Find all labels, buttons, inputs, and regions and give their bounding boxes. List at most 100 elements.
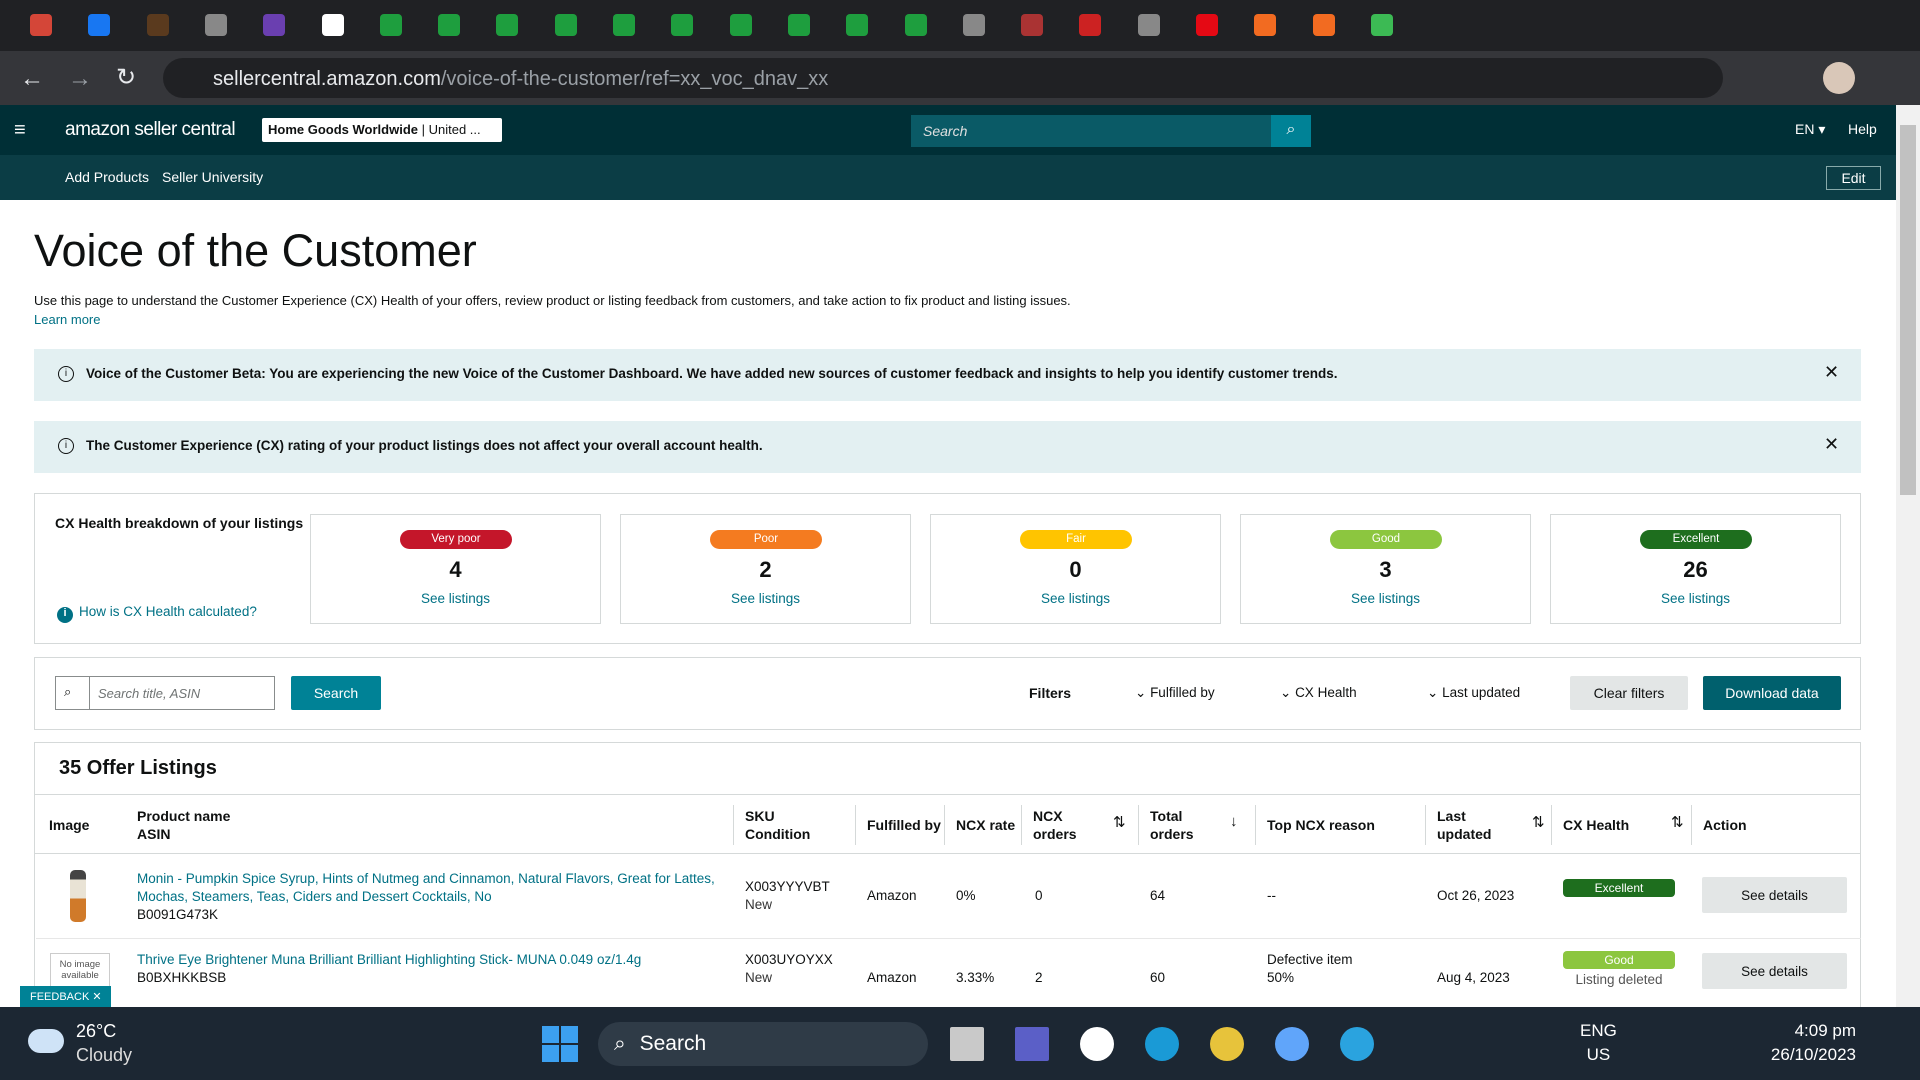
tab[interactable] — [438, 14, 461, 36]
sort-icon[interactable]: ↓ — [1230, 813, 1238, 830]
language-indicator[interactable]: ENG US — [1580, 1021, 1617, 1065]
nav-link[interactable]: Add Products — [65, 169, 150, 185]
clock[interactable]: 4:09 pm 26/10/2023 — [1760, 1021, 1856, 1065]
banner-text: The Customer Experience (CX) rating of y… — [86, 438, 763, 453]
tab[interactable] — [146, 14, 169, 36]
cx-help-link[interactable]: i How is CX Health calculated? — [57, 604, 257, 623]
edit-button[interactable]: Edit — [1826, 166, 1881, 190]
tab[interactable] — [613, 14, 635, 36]
tab[interactable] — [554, 14, 577, 36]
url-path: /voice-of-the-customer/ref=xx_voc_dnav_x… — [440, 68, 829, 90]
see-listings[interactable]: See listings — [1350, 591, 1421, 606]
tab[interactable] — [1079, 14, 1102, 36]
sort-icon[interactable]: ⇅ — [1113, 814, 1126, 831]
column-divider — [1425, 805, 1426, 845]
column-header: orders — [1033, 826, 1077, 842]
menu[interactable]: ≡ — [14, 119, 26, 141]
taskbar-app[interactable] — [1080, 1027, 1114, 1061]
clear-filters[interactable]: Clear filters — [1570, 676, 1688, 710]
tab[interactable] — [379, 14, 402, 36]
filter-dropdown[interactable]: ⌄ CX Health — [1280, 685, 1357, 700]
tab[interactable] — [671, 14, 694, 36]
column-divider — [1138, 805, 1139, 845]
dismiss[interactable]: ✕ — [1824, 434, 1840, 454]
table-row: No image available Thrive Eye Brightener … — [36, 939, 1861, 1024]
cx-help-text: How is CX Health calculated? — [79, 604, 257, 619]
product-name[interactable]: Thrive Eye Brightener Muna Brilliant Bri… — [137, 952, 642, 967]
tab[interactable] — [846, 14, 869, 36]
omnibox[interactable]: sellercentral.amazon.com/voice-of-the-cu… — [163, 58, 1723, 98]
tab[interactable] — [204, 14, 227, 36]
ncx-reason: -- — [1267, 888, 1276, 903]
tab[interactable] — [1254, 14, 1277, 36]
health-card: Very poor 4 See listings — [310, 514, 601, 624]
tab[interactable] — [787, 14, 810, 36]
tab[interactable] — [962, 14, 985, 36]
info-icon: i — [58, 366, 74, 382]
tab[interactable] — [88, 14, 111, 36]
product-image — [70, 870, 86, 922]
asin: B0091G473K — [137, 907, 219, 922]
column-header: Fulfilled by — [867, 817, 941, 833]
taskbar-app[interactable] — [950, 1027, 984, 1061]
taskbar-search[interactable]: ⌕ Search — [598, 1022, 928, 1066]
start[interactable] — [542, 1026, 578, 1062]
scrollbar[interactable] — [1896, 105, 1920, 1007]
tab[interactable] — [496, 14, 519, 36]
taskbar-app[interactable] — [1015, 1027, 1049, 1061]
tab[interactable] — [1021, 14, 1044, 36]
tab[interactable] — [1196, 14, 1218, 36]
tab[interactable] — [1312, 14, 1335, 36]
profile[interactable] — [1823, 62, 1855, 94]
taskbar-app[interactable] — [1210, 1027, 1244, 1061]
tab[interactable] — [1137, 14, 1160, 36]
search-button[interactable]: ⌕ — [1271, 115, 1311, 147]
product-name[interactable]: Monin - Pumpkin Spice Syrup, Hints of Nu… — [137, 871, 715, 904]
total-orders: 64 — [1150, 888, 1166, 903]
learn-more[interactable]: Learn more — [34, 312, 101, 327]
condition: New — [745, 970, 773, 985]
see-details[interactable]: See details — [1702, 953, 1847, 989]
reload[interactable]: ↻ — [116, 64, 137, 91]
see-listings[interactable]: See listings — [730, 591, 801, 606]
listing-search[interactable]: ⌕ Search title, ASIN — [55, 676, 275, 710]
dropdown-label: Last updated — [1442, 685, 1521, 700]
tab[interactable] — [729, 14, 752, 36]
sort-icon[interactable]: ⇅ — [1532, 814, 1545, 831]
taskbar-app[interactable] — [1145, 1027, 1179, 1061]
see-details[interactable]: See details — [1702, 877, 1847, 913]
dismiss[interactable]: ✕ — [1824, 362, 1840, 382]
forward[interactable]: → — [68, 65, 92, 92]
see-listings[interactable]: See listings — [1040, 591, 1111, 606]
help[interactable]: Help — [1848, 121, 1877, 137]
column-header: orders — [1150, 826, 1194, 842]
feedback-tab[interactable]: FEEDBACK ✕ — [20, 986, 111, 1007]
ncx-orders: 0 — [1035, 888, 1043, 903]
filter-dropdown[interactable]: ⌄ Last updated — [1427, 685, 1521, 700]
tab[interactable] — [263, 14, 286, 36]
tab[interactable] — [1370, 14, 1393, 36]
search-field[interactable]: Search — [911, 115, 1271, 147]
column-divider — [1021, 805, 1022, 845]
nav-link[interactable]: Seller University — [162, 169, 264, 185]
tab[interactable] — [30, 14, 52, 36]
health-badge: Fair — [1020, 530, 1132, 549]
language[interactable]: EN ▾ — [1795, 121, 1826, 137]
language-code: EN — [1795, 121, 1815, 137]
search-button[interactable]: Search — [291, 676, 381, 710]
tab[interactable] — [904, 14, 927, 36]
health-badge: Very poor — [400, 530, 512, 549]
health-count: 3 — [1379, 557, 1392, 582]
see-listings[interactable]: See listings — [1660, 591, 1731, 606]
filter-dropdown[interactable]: ⌄ Fulfilled by — [1135, 685, 1215, 700]
see-listings[interactable]: See listings — [420, 591, 491, 606]
download-data[interactable]: Download data — [1703, 676, 1841, 710]
back[interactable]: ← — [20, 65, 44, 92]
tab[interactable] — [321, 14, 344, 36]
store-selector[interactable]: Home Goods Worldwide | United ... — [262, 118, 502, 142]
sort-icon[interactable]: ⇅ — [1671, 814, 1684, 831]
taskbar-app[interactable] — [1275, 1027, 1309, 1061]
taskbar-app[interactable] — [1340, 1027, 1374, 1061]
time: 4:09 pm — [1794, 1021, 1856, 1040]
logo[interactable]: amazon seller central — [65, 119, 236, 140]
